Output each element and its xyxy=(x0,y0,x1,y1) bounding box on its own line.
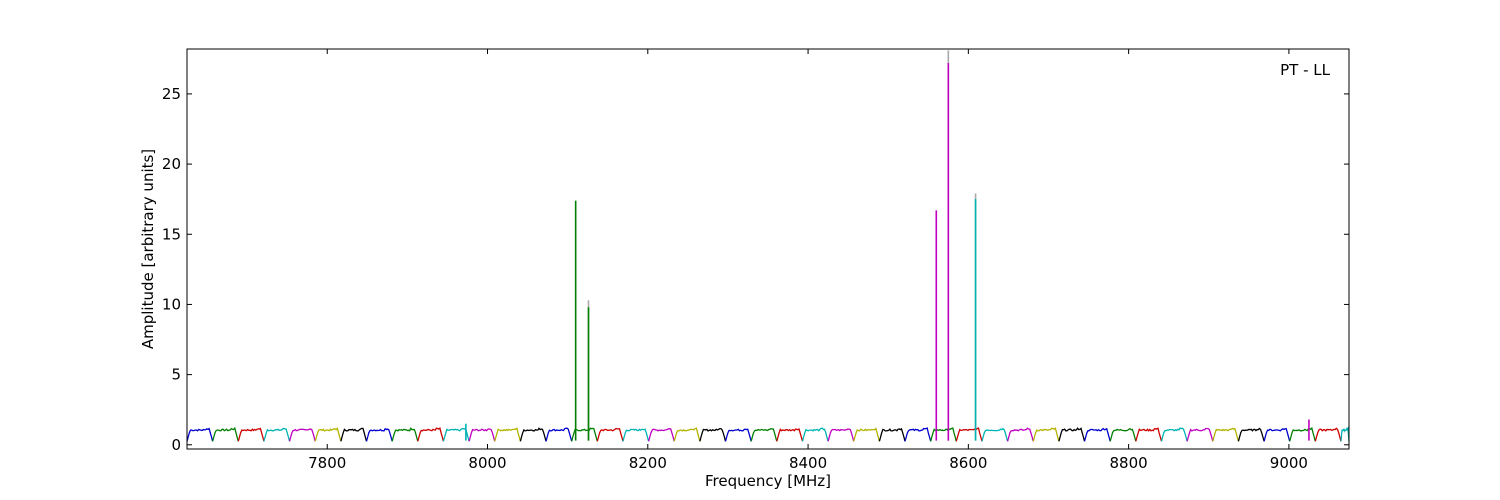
band-segment xyxy=(904,427,932,442)
band-segment xyxy=(365,427,393,442)
x-tick-label: 8200 xyxy=(629,454,667,472)
band-segment xyxy=(1006,427,1034,442)
y-axis-ticks: 0 5 10 15 20 25 xyxy=(162,85,1349,454)
band-segment xyxy=(1058,427,1086,442)
band-segment xyxy=(1314,427,1342,442)
band-segment xyxy=(1237,427,1265,442)
band-segment xyxy=(1083,427,1111,442)
y-tick-label: 0 xyxy=(171,436,181,454)
band-segment xyxy=(211,426,239,442)
band-segment xyxy=(724,428,752,442)
band-segment xyxy=(1289,426,1316,442)
band-segment xyxy=(340,427,368,442)
y-tick-label: 25 xyxy=(162,85,181,103)
band-segment xyxy=(1340,426,1350,442)
band-segment xyxy=(1032,427,1060,442)
plot-frame xyxy=(186,48,1350,450)
y-tick-label: 10 xyxy=(162,295,181,313)
panel-annotation: PT - LL xyxy=(1280,61,1331,79)
band-segment xyxy=(545,427,573,442)
x-tick-label: 8400 xyxy=(789,454,827,472)
band-segment xyxy=(494,427,522,442)
x-tick-label: 7800 xyxy=(308,454,346,472)
band-segment xyxy=(314,427,342,442)
x-tick-label: 8600 xyxy=(949,454,987,472)
band-segment xyxy=(981,427,1009,442)
y-tick-label: 20 xyxy=(162,155,181,173)
x-tick-label: 9000 xyxy=(1270,454,1308,472)
x-tick-label: 8000 xyxy=(468,454,506,472)
band-segment xyxy=(955,427,983,442)
band-segment xyxy=(930,427,957,442)
band-segment xyxy=(519,427,547,442)
band-segment xyxy=(288,428,316,442)
band-segment xyxy=(647,428,675,442)
band-segment xyxy=(1160,427,1188,442)
band-segment xyxy=(673,427,701,442)
plot-area xyxy=(186,50,1350,442)
y-tick-label: 5 xyxy=(171,366,181,384)
band-segment xyxy=(1212,427,1240,442)
band-segment xyxy=(468,428,496,442)
band-segment xyxy=(1135,427,1163,442)
band-segment xyxy=(878,427,906,442)
band-segment xyxy=(442,427,470,442)
band-segment xyxy=(263,427,291,442)
band-segment xyxy=(417,426,445,442)
band-segment xyxy=(750,428,778,442)
band-segment xyxy=(237,427,265,442)
x-axis-ticks: 7800 8000 8200 8400 8600 8800 9000 xyxy=(308,49,1308,472)
band-segment xyxy=(1109,428,1137,442)
band-segment xyxy=(596,427,624,442)
band-segment xyxy=(699,427,727,442)
x-axis-label: Frequency [MHz] xyxy=(705,472,831,490)
band-segment xyxy=(853,427,881,442)
y-tick-label: 15 xyxy=(162,225,181,243)
band-segment xyxy=(1186,427,1214,442)
band-segment xyxy=(1263,427,1291,442)
band-segment xyxy=(776,427,804,442)
x-tick-label: 8800 xyxy=(1110,454,1148,472)
band-segment xyxy=(827,428,855,442)
band-segment xyxy=(622,428,650,442)
band-segment xyxy=(186,427,214,442)
y-axis-label: Amplitude [arbitrary units] xyxy=(139,149,157,349)
band-segment xyxy=(391,427,419,442)
band-segment xyxy=(801,427,829,442)
